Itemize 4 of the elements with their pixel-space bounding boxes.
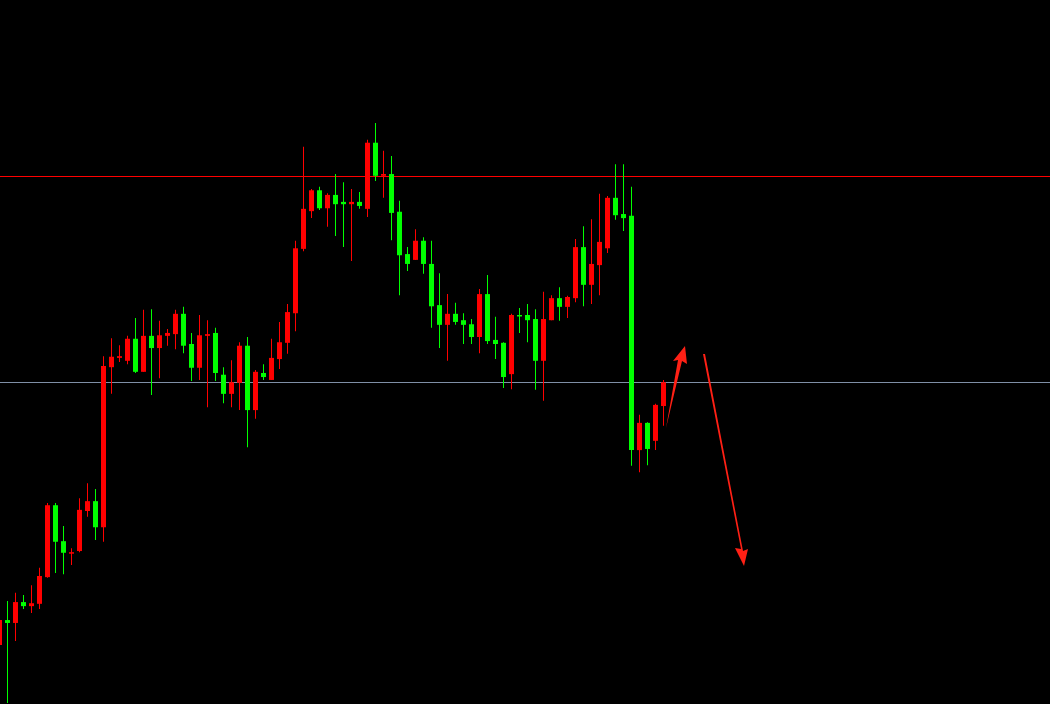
candlestick — [621, 164, 626, 231]
candlestick — [205, 320, 210, 408]
candlestick — [5, 600, 10, 703]
candlestick — [493, 316, 498, 360]
